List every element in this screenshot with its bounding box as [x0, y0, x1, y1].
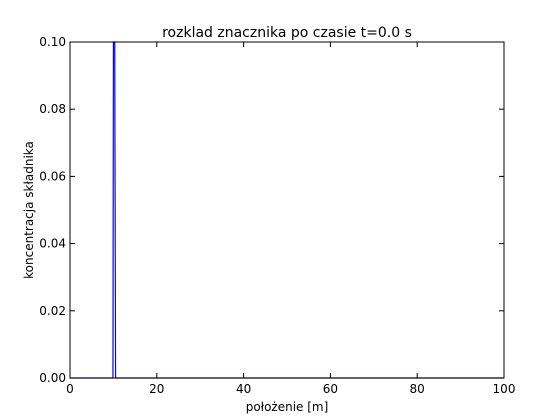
y-tick-label: 0.08 — [39, 102, 66, 116]
y-tick-label: 0.02 — [39, 304, 66, 318]
plot-area — [69, 41, 505, 379]
y-axis-ticks: 0.00 0.02 0.04 0.06 0.08 0.10 — [39, 35, 504, 385]
x-tick-label: 20 — [149, 382, 164, 396]
y-tick-label: 0.04 — [39, 237, 66, 251]
x-tick-label: 100 — [493, 382, 516, 396]
plot-frame — [69, 41, 505, 379]
x-tick-label: 60 — [323, 382, 338, 396]
x-axis-ticks: 0 20 40 60 80 100 — [66, 42, 515, 396]
x-tick-label: 0 — [66, 382, 74, 396]
chart-title: rozklad znacznika po czasie t=0.0 s — [162, 25, 412, 41]
y-tick-label: 0.10 — [39, 35, 66, 49]
y-axis-label: koncentracja składnika — [22, 141, 36, 279]
y-tick-label: 0.00 — [39, 371, 66, 385]
y-tick-label: 0.06 — [39, 169, 66, 183]
x-axis-label: położenie [m] — [246, 400, 329, 414]
x-tick-label: 40 — [236, 382, 251, 396]
x-tick-label: 80 — [410, 382, 425, 396]
